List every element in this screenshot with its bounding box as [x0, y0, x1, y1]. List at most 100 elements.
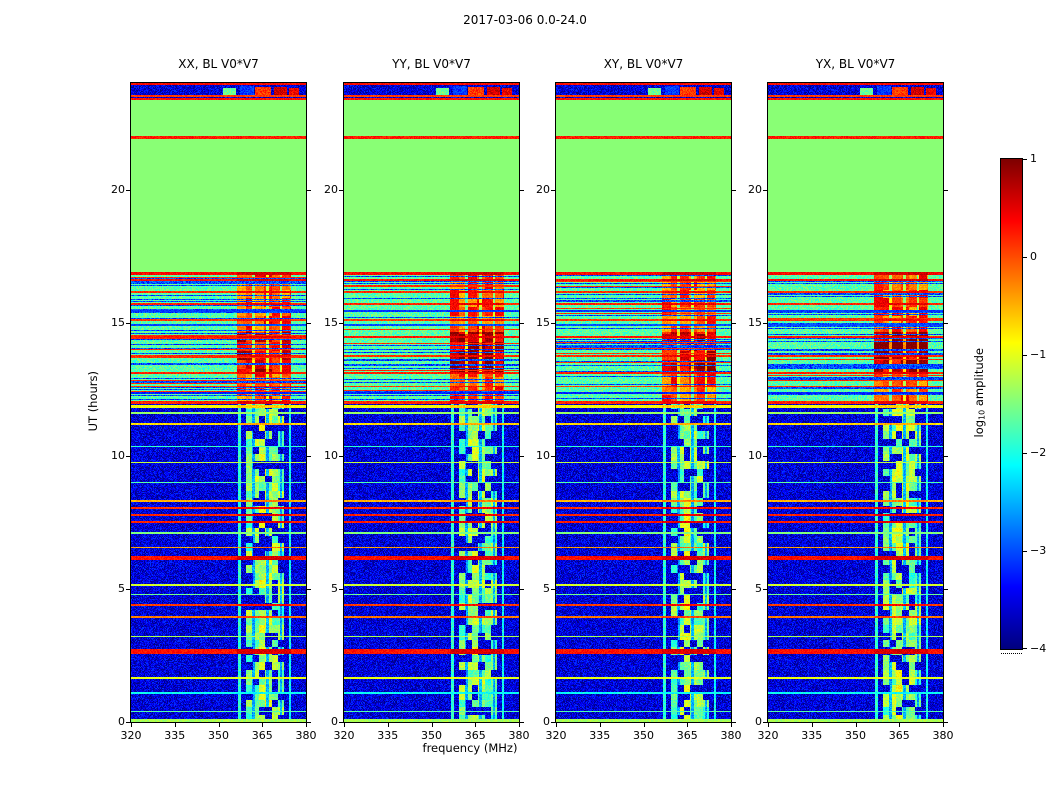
- y-tick-mark-right: [732, 322, 736, 324]
- y-tick-mark: [763, 322, 767, 324]
- y-tick-label: 10: [536, 448, 550, 462]
- colorbar-tick-mark: [1023, 648, 1027, 649]
- x-tick-label: 380: [295, 729, 317, 742]
- x-tick-mark: [811, 723, 813, 727]
- y-tick-mark-right: [944, 588, 948, 590]
- y-tick-mark: [551, 588, 555, 590]
- x-tick-label: 350: [208, 729, 229, 742]
- x-tick-label: 320: [333, 729, 355, 742]
- x-tick-mark: [344, 723, 345, 727]
- y-tick-label: 20: [324, 182, 338, 196]
- x-tick-label: 365: [888, 729, 910, 742]
- colorbar-tick-label: −4: [1030, 642, 1047, 655]
- y-tick-label: 15: [748, 315, 762, 329]
- y-tick-mark: [339, 455, 343, 457]
- panel-title: XY, BL V0*V7: [603, 57, 684, 71]
- x-tick-label: 380: [508, 729, 530, 742]
- y-tick-mark: [763, 722, 767, 723]
- x-tick-mark: [131, 723, 132, 727]
- x-tick-mark: [855, 723, 857, 727]
- x-tick-mark: [643, 723, 645, 727]
- y-tick-mark: [339, 189, 343, 191]
- y-tick-mark-right: [944, 455, 948, 457]
- x-tick-label: 365: [251, 729, 273, 742]
- heatmap-xy: [556, 83, 731, 722]
- y-tick-mark-right: [732, 455, 736, 457]
- colorbar-label-pre: log: [972, 419, 986, 438]
- x-tick-mark: [943, 723, 944, 727]
- heatmap-xx: [131, 83, 306, 722]
- y-tick-mark-right: [520, 322, 524, 324]
- x-tick-label: 380: [932, 729, 954, 742]
- figure-title: 2017-03-06 0.0-24.0: [463, 13, 587, 27]
- y-tick-label: 0: [755, 715, 762, 728]
- y-tick-label: 0: [543, 715, 550, 728]
- x-tick-label: 320: [545, 729, 567, 742]
- colorbar-border: [1000, 158, 1023, 650]
- x-tick-mark: [599, 723, 601, 727]
- colorbar-tick-mark: [1023, 551, 1027, 552]
- y-tick-mark: [126, 455, 130, 457]
- y-tick-mark: [339, 588, 343, 590]
- y-tick-mark-right: [307, 455, 311, 457]
- y-tick-mark: [763, 189, 767, 191]
- x-tick-mark: [262, 723, 264, 727]
- y-tick-mark: [551, 189, 555, 191]
- y-tick-mark-right: [307, 722, 311, 723]
- y-tick-mark-right: [944, 322, 948, 324]
- y-tick-mark-right: [732, 588, 736, 590]
- y-tick-mark-right: [520, 189, 524, 191]
- x-tick-label: 335: [589, 729, 611, 742]
- y-tick-label: 5: [543, 581, 550, 595]
- x-tick-mark: [306, 723, 307, 727]
- colorbar-tick-mark: [1023, 355, 1027, 356]
- x-tick-label: 335: [377, 729, 399, 742]
- x-tick-label: 335: [164, 729, 186, 742]
- y-tick-label: 5: [755, 581, 762, 595]
- y-tick-label: 15: [536, 315, 550, 329]
- x-tick-mark: [174, 723, 176, 727]
- y-tick-mark-right: [944, 189, 948, 191]
- heatmap-yy: [344, 83, 519, 722]
- y-tick-mark-right: [307, 588, 311, 590]
- y-tick-mark: [126, 588, 130, 590]
- x-tick-mark: [431, 723, 433, 727]
- y-tick-label: 5: [331, 581, 338, 595]
- colorbar-tick-label: −2: [1030, 446, 1047, 459]
- colorbar-gradient: [1001, 159, 1022, 649]
- x-tick-label: 350: [421, 729, 442, 742]
- y-tick-mark-right: [520, 722, 524, 723]
- x-tick-label: 320: [120, 729, 142, 742]
- y-tick-label: 20: [748, 182, 762, 196]
- colorbar-label-sub: 10: [977, 409, 987, 420]
- panel-axes: [767, 82, 944, 723]
- y-axis-label: UT (hours): [86, 371, 100, 432]
- y-tick-mark: [339, 722, 343, 723]
- y-tick-mark-right: [307, 322, 311, 324]
- x-tick-mark: [387, 723, 389, 727]
- heatmap-yx: [768, 83, 943, 722]
- y-tick-label: 15: [324, 315, 338, 329]
- y-tick-label: 20: [536, 182, 550, 196]
- y-tick-mark: [126, 722, 130, 723]
- colorbar-label: log10 amplitude: [972, 348, 986, 438]
- y-tick-mark: [126, 189, 130, 191]
- colorbar-tick-mark: [1023, 159, 1027, 160]
- y-tick-label: 0: [118, 715, 125, 728]
- y-tick-label: 10: [111, 448, 125, 462]
- y-tick-mark-right: [307, 189, 311, 191]
- y-tick-label: 10: [748, 448, 762, 462]
- colorbar-tick-label: −1: [1030, 348, 1047, 361]
- panel-title: XX, BL V0*V7: [178, 57, 259, 71]
- x-tick-label: 335: [801, 729, 823, 742]
- x-tick-mark: [731, 723, 732, 727]
- colorbar-tick-label: 0: [1030, 250, 1037, 263]
- colorbar-tick-mark: [1023, 257, 1027, 258]
- y-tick-mark: [551, 322, 555, 324]
- y-tick-mark: [551, 455, 555, 457]
- y-tick-label: 5: [118, 581, 125, 595]
- colorbar-extend-dots: [1001, 653, 1022, 654]
- y-tick-mark: [763, 455, 767, 457]
- y-tick-mark-right: [732, 722, 736, 723]
